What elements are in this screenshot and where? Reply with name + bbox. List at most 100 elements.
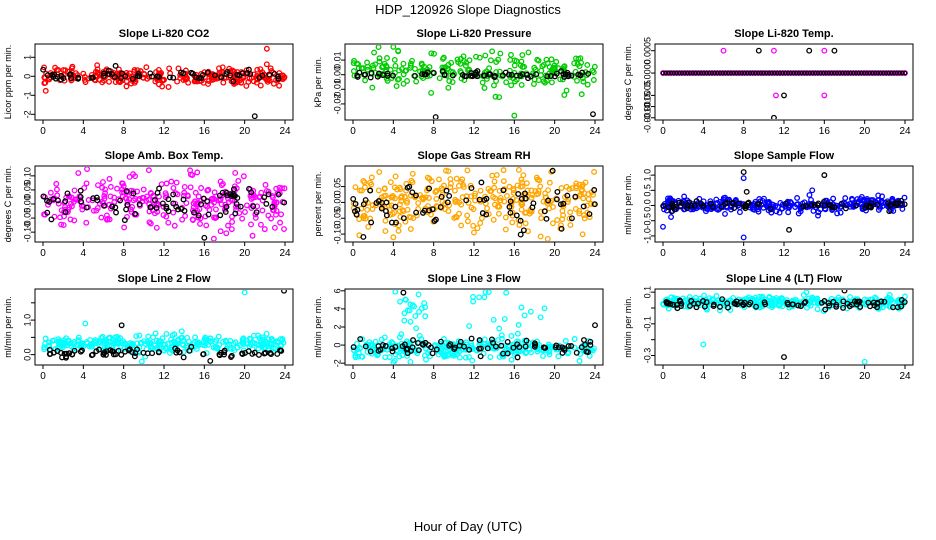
- data-point: [189, 172, 196, 178]
- data-point: [522, 220, 529, 227]
- data-point: [496, 197, 503, 204]
- data-point: [147, 220, 154, 227]
- data-point: [430, 70, 437, 76]
- data-point: [518, 58, 525, 65]
- data-point: [580, 195, 587, 202]
- data-point: [121, 217, 128, 224]
- data-point: [121, 189, 127, 196]
- y-tick-label: 0.05: [22, 181, 32, 199]
- data-point: [523, 337, 530, 344]
- data-point: [52, 75, 59, 82]
- data-point: [670, 203, 677, 210]
- data-point: [523, 180, 530, 187]
- data-point: [255, 345, 262, 352]
- data-point: [893, 202, 900, 209]
- data-point: [742, 70, 748, 76]
- data-point: [449, 69, 456, 76]
- data-point: [444, 199, 451, 206]
- data-point: [668, 208, 675, 215]
- data-point: [553, 342, 560, 349]
- y-tick-label: 0.00: [332, 194, 342, 212]
- data-point: [700, 341, 707, 348]
- data-point: [516, 344, 523, 351]
- data-point: [412, 65, 418, 72]
- data-point: [404, 184, 411, 191]
- data-point: [369, 84, 376, 91]
- data-point: [110, 351, 117, 358]
- data-point: [350, 344, 357, 351]
- data-point: [731, 300, 738, 307]
- data-point: [165, 84, 172, 90]
- data-point: [739, 301, 746, 308]
- data-point: [382, 343, 389, 349]
- data-point: [568, 215, 575, 222]
- y-tick-label: -0.0005: [642, 80, 652, 111]
- data-point: [75, 74, 82, 81]
- data-point: [513, 212, 520, 219]
- data-point: [138, 358, 145, 364]
- data-point: [808, 196, 814, 203]
- x-tick-label: 24: [589, 371, 601, 382]
- data-point: [446, 78, 453, 84]
- data-point: [818, 70, 824, 76]
- data-point: [530, 81, 537, 87]
- data-point: [187, 184, 194, 191]
- data-point: [146, 219, 153, 226]
- data-point: [82, 79, 89, 86]
- x-tick-label: 8: [121, 126, 127, 137]
- data-point: [112, 334, 119, 341]
- data-point: [400, 80, 407, 87]
- data-point: [138, 339, 145, 346]
- data-point: [196, 75, 202, 82]
- y-tick-label: 0.0000: [642, 59, 652, 87]
- data-point: [774, 204, 781, 211]
- data-point: [406, 340, 413, 346]
- panel-title: Slope Amb. Box Temp.: [105, 150, 224, 162]
- data-point: [103, 339, 110, 346]
- data-point: [470, 298, 477, 305]
- data-point: [458, 201, 465, 208]
- data-point: [804, 70, 810, 76]
- data-point: [537, 233, 544, 240]
- data-point: [46, 339, 53, 346]
- data-point: [481, 197, 488, 203]
- data-point: [852, 298, 858, 305]
- data-point: [788, 70, 794, 76]
- data-point: [527, 73, 534, 80]
- data-point: [503, 79, 510, 86]
- data-point: [858, 200, 865, 207]
- data-point: [812, 70, 818, 76]
- data-point: [373, 199, 380, 206]
- data-point: [423, 71, 429, 78]
- data-point: [248, 189, 255, 196]
- data-point: [57, 214, 63, 221]
- data-point: [758, 70, 764, 76]
- data-point: [145, 333, 152, 340]
- data-point: [165, 219, 172, 226]
- data-point: [95, 182, 101, 189]
- data-point: [571, 336, 578, 342]
- data-point: [237, 203, 244, 210]
- data-point: [376, 58, 383, 65]
- x-tick-label: 20: [239, 126, 251, 137]
- data-point: [549, 220, 556, 227]
- data-point: [157, 338, 164, 345]
- data-point: [897, 70, 903, 76]
- data-point: [233, 185, 240, 192]
- data-point: [416, 308, 422, 315]
- data-point: [52, 64, 59, 71]
- data-point: [707, 198, 714, 205]
- data-point: [372, 338, 379, 345]
- data-point: [368, 181, 375, 188]
- data-point: [42, 87, 49, 94]
- data-point: [42, 79, 49, 86]
- data-point: [364, 66, 371, 73]
- data-point: [230, 192, 237, 199]
- data-point: [815, 209, 822, 216]
- data-point: [479, 79, 486, 86]
- data-point: [474, 225, 481, 232]
- data-point: [443, 167, 449, 174]
- data-point: [432, 189, 439, 195]
- data-point: [358, 187, 365, 194]
- data-point: [413, 78, 420, 85]
